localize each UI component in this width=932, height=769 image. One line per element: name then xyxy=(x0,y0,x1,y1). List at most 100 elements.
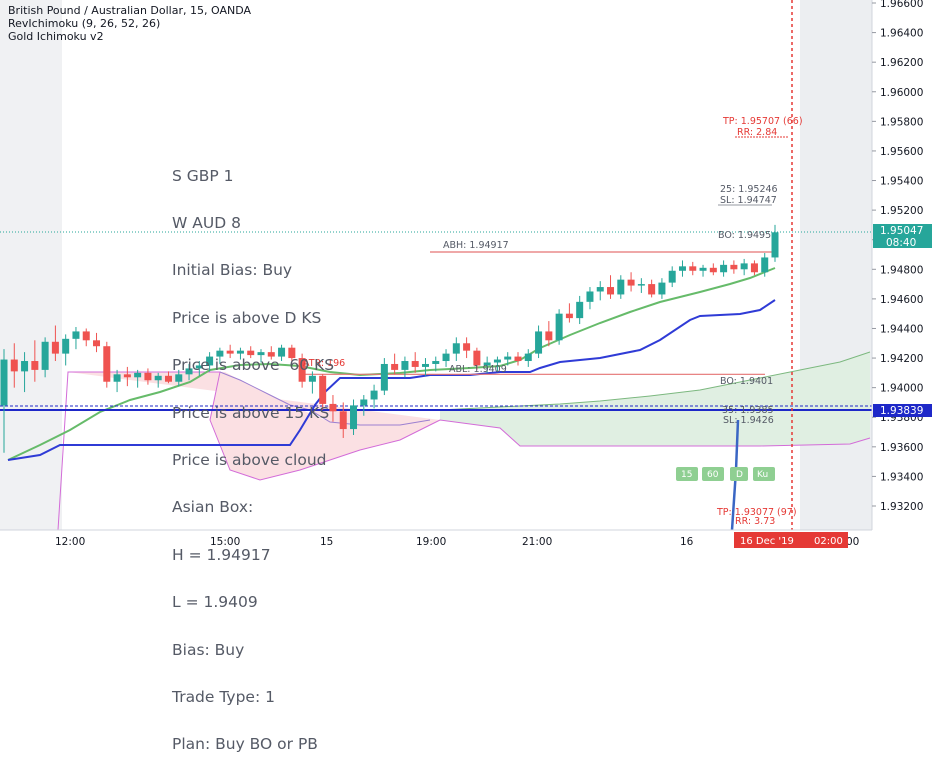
cloud-bear-area xyxy=(68,372,440,425)
level-lines xyxy=(0,231,872,411)
candle-body xyxy=(750,263,758,273)
candle xyxy=(391,353,399,375)
candle-body xyxy=(226,350,234,354)
candle-body xyxy=(93,340,101,347)
candle xyxy=(535,325,543,359)
candle xyxy=(493,356,501,372)
candle xyxy=(432,356,440,372)
candle-body xyxy=(596,287,604,292)
time-tick-00: 00 xyxy=(846,536,859,548)
tp-bottom-label: TP: 1.93077 (97) xyxy=(716,507,797,518)
price-tick-label: 1.95400 xyxy=(880,176,923,188)
candle xyxy=(514,352,522,366)
candle-body xyxy=(10,359,18,372)
candle xyxy=(555,309,563,345)
candle-body xyxy=(421,363,429,367)
candle-body xyxy=(648,284,656,295)
candle xyxy=(103,341,111,388)
sl-bottom-label: SL: 1.9426 xyxy=(723,415,774,426)
candle xyxy=(504,352,512,366)
candle-body xyxy=(31,361,39,370)
price-tick-label: 1.93200 xyxy=(880,501,923,513)
candle-body xyxy=(308,375,316,382)
candle xyxy=(216,347,224,364)
info-line: L = 1.9409 xyxy=(172,593,258,612)
candle xyxy=(740,258,748,276)
time-tick-15: 15 xyxy=(320,536,333,548)
atr-label: ATR: 196 xyxy=(303,358,345,369)
candle-body xyxy=(288,347,296,359)
candle-body xyxy=(678,266,686,271)
timeframe-badges: 15 60 D Ku xyxy=(676,467,775,481)
price-tick-label: 1.95800 xyxy=(880,116,923,128)
info-line: Price is above D KS xyxy=(172,308,322,327)
candle-body xyxy=(761,257,769,273)
price-tick-label: 1.96600 xyxy=(880,0,923,10)
line-price-value: 1.93839 xyxy=(880,405,923,417)
candle-body xyxy=(411,361,419,367)
candle xyxy=(576,295,584,325)
candle-body xyxy=(195,365,203,369)
countdown-value: 08:40 xyxy=(886,237,916,249)
line-price-tag xyxy=(873,404,932,417)
badge-ku-bg xyxy=(753,467,775,481)
info-line: Initial Bias: Buy xyxy=(172,261,293,280)
candle xyxy=(144,368,152,385)
candle xyxy=(226,344,234,359)
price-axis[interactable]: 1.96600 1.96400 1.96200 1.96000 1.95800 1.956… xyxy=(871,0,932,550)
badge-ku: Ku xyxy=(757,470,768,480)
candle xyxy=(452,337,460,362)
candle xyxy=(648,279,656,298)
candle xyxy=(82,328,90,347)
time-tick-2100: 21:00 xyxy=(522,536,552,548)
candle-body xyxy=(463,343,471,351)
candle xyxy=(134,369,142,388)
candle-body xyxy=(617,279,625,295)
candle xyxy=(31,340,39,382)
price-tick-label: 1.93600 xyxy=(880,442,923,454)
candle-body xyxy=(267,352,275,357)
price-tick-label: 1.94800 xyxy=(880,264,923,276)
candle-body xyxy=(21,361,29,372)
symbol-title[interactable]: British Pound / Australian Dollar, 15, O… xyxy=(8,4,251,17)
trade-info-panel: S GBP 1 W AUD 8 Initial Bias: Buy Price … xyxy=(172,137,334,769)
time-tick-16: 16 xyxy=(680,536,694,548)
candle-body xyxy=(627,279,635,286)
candle xyxy=(771,224,779,262)
candle-body xyxy=(699,267,707,271)
candle-body xyxy=(236,350,244,354)
candle-body xyxy=(555,313,563,341)
candle xyxy=(709,263,717,276)
candle-body xyxy=(298,358,306,382)
candle xyxy=(62,334,70,366)
level-35-label: 35: 1.9385 xyxy=(722,405,774,416)
candle-body xyxy=(391,363,399,370)
candle xyxy=(10,343,18,388)
price-tick-label: 1.95200 xyxy=(880,205,923,217)
sl-top-label: SL: 1.94747 xyxy=(720,195,777,206)
price-tick-label: 1.94000 xyxy=(880,383,923,395)
candle-body xyxy=(432,361,440,364)
time-axis[interactable]: 12:00 15:00 15 19:00 21:00 16 00 16 Dec … xyxy=(0,529,872,550)
info-line: S GBP 1 xyxy=(172,166,234,185)
candle-body xyxy=(72,331,80,339)
indicator-revichimoku[interactable]: RevIchimoku (9, 26, 52, 26) xyxy=(8,17,161,30)
annotations: TP: 1.95707 (66) RR: 2.84 25: 1.95246 SL… xyxy=(303,116,803,527)
candle xyxy=(370,384,378,409)
current-time-date: 16 Dec '19 xyxy=(740,536,794,547)
candle xyxy=(678,260,686,277)
candle-body xyxy=(216,350,224,357)
price-tick-label: 1.96000 xyxy=(880,87,923,99)
candle-body xyxy=(257,352,265,356)
price-chart[interactable]: TP: 1.95707 (66) RR: 2.84 25: 1.95246 SL… xyxy=(0,0,932,550)
abl-label: ABL: 1.9409 xyxy=(449,364,507,375)
candle-body xyxy=(442,353,450,362)
candle xyxy=(298,353,306,388)
candle-body xyxy=(370,390,378,400)
candle-body xyxy=(51,341,59,354)
candle xyxy=(21,352,29,393)
indicator-gold-ichimoku[interactable]: Gold Ichimoku v2 xyxy=(8,30,104,43)
info-line: Plan: Buy BO or PB xyxy=(172,735,318,754)
current-time-tag xyxy=(734,532,848,548)
candle-body xyxy=(545,331,553,341)
